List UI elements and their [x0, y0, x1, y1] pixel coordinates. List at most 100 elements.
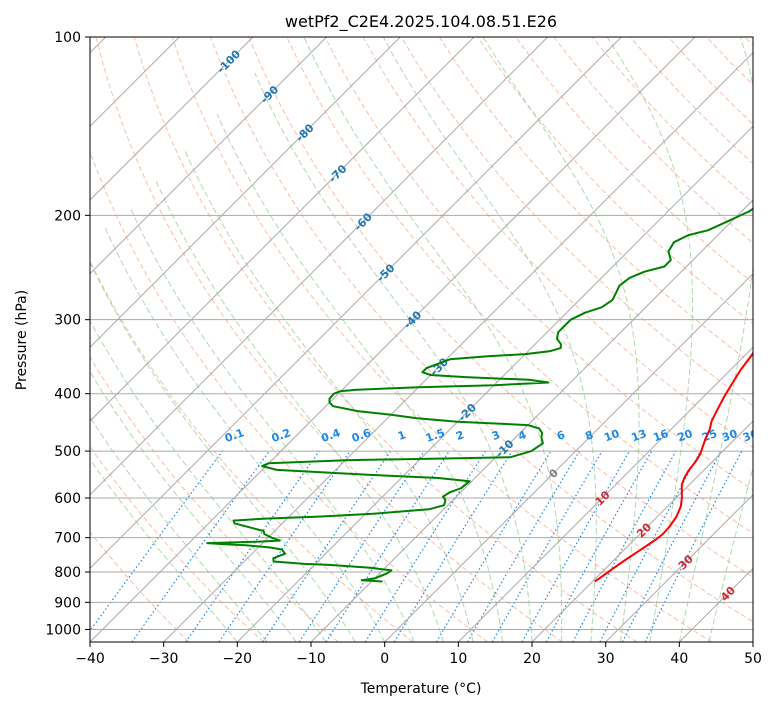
mixing-ratio-line	[545, 450, 653, 642]
moist-adiabat-line	[303, 37, 563, 642]
isotherm-line	[457, 346, 753, 642]
isotherm-line	[90, 37, 475, 422]
x-tick-label: −40	[75, 651, 105, 667]
mixing-ratio-line	[298, 450, 425, 642]
mixing-ratio-label: 8	[583, 428, 595, 443]
moist-adiabat-line	[90, 458, 238, 642]
y-tick-label: 700	[54, 531, 81, 547]
dry-adiabat-line	[248, 37, 753, 578]
isotherm-line	[605, 493, 753, 642]
background-grid	[90, 37, 753, 642]
mixing-ratio-label: 2	[454, 428, 466, 443]
y-axis: 100 200 300 400 500 600 700 800 900 1000	[45, 30, 90, 638]
x-tick-label: 20	[523, 651, 541, 667]
x-tick-label: −10	[296, 651, 326, 667]
temperature-profile-line	[594, 351, 753, 583]
dewpoint-profile-line	[206, 207, 753, 583]
y-tick-label: 500	[54, 444, 81, 460]
moist-adiabat-line	[90, 260, 356, 642]
x-tick-label: 40	[670, 651, 688, 667]
x-tick-label: 10	[449, 651, 467, 667]
isotherm-line	[531, 420, 753, 642]
y-tick-label: 400	[54, 387, 81, 403]
mixing-ratio-line	[644, 450, 743, 642]
mixing-ratio-label: 10	[602, 427, 621, 445]
mixing-ratio-label: 0.6	[350, 426, 373, 445]
dry-adiabat-line	[171, 37, 712, 642]
isotherm-line	[90, 37, 622, 570]
isotherm-line	[90, 37, 254, 201]
y-tick-label: 600	[54, 491, 81, 507]
dry-adiabat-line	[95, 37, 563, 642]
mixing-ratio-label: 0.4	[319, 426, 342, 445]
sounding-series	[206, 207, 753, 583]
mixing-ratio-label: 4	[516, 428, 528, 443]
mixing-ratio-line	[262, 450, 392, 642]
dry-adiabat-line	[324, 37, 753, 491]
moist-adiabat-line	[90, 319, 327, 642]
mixing-ratio-label: 0.1	[223, 426, 246, 445]
chart-title: wetPf2_C2E4.2025.104.08.51.E26	[285, 12, 557, 32]
isotherm-line	[90, 37, 696, 642]
y-tick-label: 200	[54, 208, 81, 224]
moist-adiabat-line	[254, 72, 533, 642]
dry-adiabat-line	[90, 150, 488, 642]
isotherm-line	[90, 37, 328, 275]
x-axis-label: Temperature (°C)	[360, 681, 482, 697]
moist-adiabat-line	[130, 208, 415, 642]
isotherm-line	[90, 37, 549, 496]
isotherm-line	[384, 272, 753, 642]
dry-adiabat-line	[90, 531, 190, 642]
mixing-ratio-line	[393, 450, 513, 642]
dry-adiabat-line	[438, 37, 753, 366]
dry-adiabat-line	[90, 445, 264, 642]
dry-adiabat-line	[133, 37, 638, 642]
dry-adiabat-line	[400, 37, 753, 407]
mixing-ratio-line	[325, 450, 450, 642]
y-axis-label: Pressure (hPa)	[14, 290, 30, 390]
plot-frame	[89, 36, 754, 643]
x-tick-label: −20	[223, 651, 253, 667]
mixing-ratio-line	[572, 450, 677, 642]
mixing-ratio-label: 30	[720, 427, 739, 445]
dry-adiabat-line	[90, 356, 339, 642]
moist-adiabat-line	[606, 37, 693, 642]
mixing-ratio-line	[90, 450, 223, 632]
moist-adiabat-line	[216, 113, 503, 642]
y-tick-label: 100	[54, 30, 81, 46]
mixing-ratio-label: 0.2	[270, 426, 293, 445]
dry-adiabat-line	[210, 37, 753, 623]
y-tick-label: 900	[54, 595, 81, 611]
mixing-ratio-line	[218, 450, 351, 642]
mixing-ratio-label: 6	[555, 428, 567, 443]
moist-adiabat-line	[104, 227, 386, 642]
moist-adiabat-line	[382, 37, 597, 642]
x-tick-label: 30	[597, 651, 615, 667]
x-tick-label: 50	[744, 651, 762, 667]
mixing-ratio-line	[185, 450, 320, 642]
mixing-ratio-label: 1.5	[424, 426, 447, 445]
mixing-ratio-label: 36	[741, 427, 760, 445]
mixing-ratio-label: 3	[490, 428, 502, 443]
moist-adiabat-line	[482, 37, 640, 642]
mixing-ratio-label: 13	[630, 427, 649, 444]
y-tick-label: 300	[54, 313, 81, 329]
y-tick-label: 1000	[45, 622, 81, 638]
moist-adiabat-line	[678, 37, 753, 642]
isotherm-line	[90, 37, 401, 349]
mixing-ratio-line	[131, 450, 270, 642]
x-tick-label: −30	[149, 651, 179, 667]
moist-adiabat-line	[90, 370, 297, 642]
x-tick-label: 0	[380, 651, 389, 667]
isotherm-line	[236, 125, 753, 642]
mixing-ratio-line	[521, 450, 631, 642]
isotherm-line	[310, 199, 753, 642]
mixing-ratio-label: 20	[676, 427, 695, 445]
y-tick-label: 800	[54, 565, 81, 581]
dry-adiabat-line	[515, 37, 753, 284]
mixing-ratio-label: 1	[396, 428, 408, 443]
x-axis: −40 −30 −20 −10 0 10 20 30 40 50	[75, 642, 762, 667]
mixing-ratio-label: 16	[651, 427, 670, 445]
